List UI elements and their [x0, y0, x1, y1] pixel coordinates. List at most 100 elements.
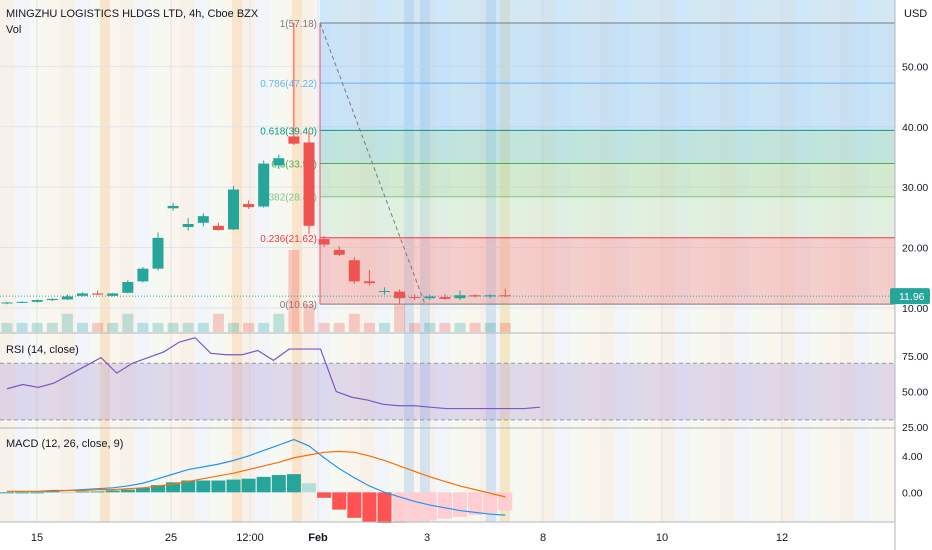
- volume-bar: [258, 322, 270, 332]
- macd-histogram-bar: [437, 492, 452, 519]
- rsi-axis-tick: 25.00: [902, 422, 928, 434]
- time-axis-label: 12: [776, 532, 788, 544]
- time-axis-background: [0, 523, 895, 550]
- candle-body: [439, 297, 451, 299]
- candle-body: [92, 293, 104, 295]
- candle-body: [318, 239, 330, 245]
- session-highlight: [500, 0, 510, 522]
- candle-body: [152, 237, 164, 269]
- macd-histogram-bar: [0, 492, 14, 494]
- volume-bar: [439, 322, 451, 332]
- candle-body: [197, 216, 209, 223]
- volume-bar: [424, 322, 436, 332]
- candle-body: [31, 300, 43, 302]
- macd-histogram-bar: [105, 490, 120, 493]
- fib-zone: [320, 196, 895, 238]
- volume-bar: [499, 322, 511, 332]
- candle-body: [137, 268, 149, 282]
- macd-histogram-bar: [483, 492, 498, 514]
- macd-histogram-bar: [332, 492, 347, 510]
- macd-histogram-bar: [15, 492, 30, 494]
- fib-level-label: 0(10.63): [280, 300, 317, 311]
- price-axis-tick: 30.00: [902, 182, 928, 194]
- candle-body: [499, 295, 511, 297]
- session-stripe: [300, 0, 315, 522]
- time-axis-label: 15: [31, 532, 43, 544]
- fib-trend-line: [319, 22, 426, 305]
- volume-bar: [243, 322, 255, 332]
- fib-zone: [320, 237, 895, 305]
- macd-line: [7, 438, 506, 516]
- rsi-axis-tick: 75.00: [902, 351, 928, 363]
- signal-line: [7, 450, 506, 498]
- macd-histogram-bar: [151, 485, 165, 493]
- volume-bar: [122, 313, 134, 332]
- vol-label: Vol: [6, 24, 22, 36]
- session-stripe: [210, 0, 225, 522]
- price-axis-tick: 50.00: [902, 61, 928, 73]
- macd-histogram-bar: [453, 492, 467, 517]
- macd-histogram-bar: [271, 475, 286, 493]
- volume-bar: [107, 322, 119, 332]
- session-stripe: [0, 0, 15, 522]
- session-highlight: [292, 0, 302, 522]
- candle-body: [379, 291, 390, 293]
- labels-layer: 50.0040.0030.0020.0010.0011.9675.0050.00…: [31, 61, 930, 544]
- candle-body: [61, 296, 73, 300]
- fib-zone: [320, 23, 895, 84]
- session-highlight: [420, 0, 430, 522]
- volume-bar: [333, 322, 345, 332]
- time-axis-label: 8: [540, 532, 546, 544]
- macd-histogram-bar: [241, 478, 256, 493]
- macd-label: MACD (12, 26, close, 9): [6, 438, 124, 450]
- macd-axis-tick: 0.00: [902, 487, 923, 499]
- macd-histogram-bar: [166, 482, 181, 493]
- session-stripe: [165, 0, 180, 522]
- fib-zone: [320, 163, 895, 197]
- volume-bar: [92, 322, 104, 332]
- candle-body: [212, 225, 224, 231]
- session-stripe: [120, 0, 135, 522]
- session-stripe: [195, 0, 210, 522]
- volume-bar: [137, 322, 149, 332]
- macd-histogram-bar: [196, 480, 211, 493]
- fib-level-label: 0.236(21.62): [260, 234, 317, 245]
- candle-body: [46, 298, 58, 301]
- fib-zone: [320, 130, 895, 164]
- price-axis-tick: 20.00: [902, 243, 928, 255]
- macd-histogram-bar: [75, 491, 90, 493]
- candle-body: [243, 204, 255, 208]
- candle-body: [424, 296, 436, 299]
- candle-body: [363, 281, 375, 284]
- macd-axis-tick: 4.00: [902, 451, 923, 463]
- symbol-title: MINGZHU LOGISTICS HLDGS LTD, 4h, Cboe BZ…: [6, 8, 259, 20]
- macd-histogram-bar: [90, 491, 105, 493]
- volume-bar: [152, 322, 164, 332]
- candle-body: [107, 293, 119, 296]
- time-axis-label: Feb: [308, 532, 328, 544]
- macd-histogram-bar: [347, 492, 362, 518]
- volume-bar: [46, 322, 58, 332]
- volume-bar: [454, 322, 466, 332]
- volume-bar: [469, 322, 481, 332]
- macd-histogram-bar: [211, 480, 226, 493]
- macd-histogram-bar: [377, 492, 392, 525]
- fib-zone: [320, 83, 895, 131]
- price-axis-tick: 10.00: [902, 303, 928, 315]
- last-price-badge: [890, 288, 930, 305]
- macd-histogram-bar: [498, 492, 513, 511]
- currency-label: USD: [904, 8, 928, 20]
- volume-bar: [31, 322, 43, 332]
- candle-body: [258, 163, 270, 207]
- session-highlight: [232, 0, 242, 522]
- candle-body: [469, 295, 481, 297]
- time-axis-label: 10: [656, 532, 668, 544]
- volume-bar: [363, 322, 375, 332]
- candle-body: [16, 301, 28, 303]
- session-stripe: [60, 0, 75, 522]
- candle-body: [333, 249, 345, 255]
- fib-level-label: 0.786(47.22): [260, 79, 317, 90]
